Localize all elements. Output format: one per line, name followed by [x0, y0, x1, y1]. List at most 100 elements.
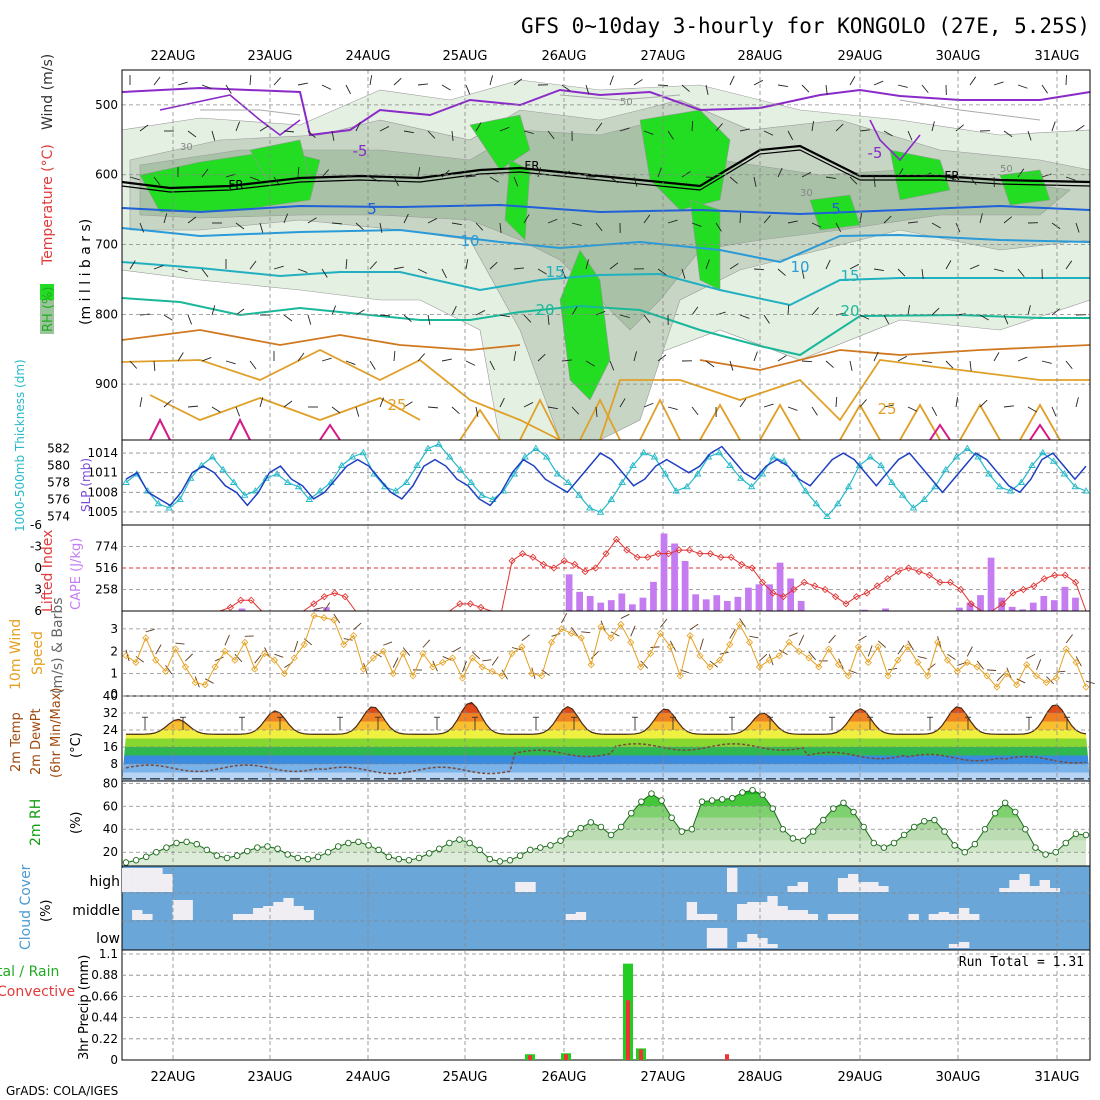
cape-bar	[776, 562, 784, 611]
contour-25	[959, 403, 1001, 441]
wind-barb	[633, 351, 638, 362]
rh-point	[456, 836, 463, 843]
cape-bar	[713, 595, 721, 611]
wind-speed-point	[736, 620, 744, 628]
wind-barb	[739, 212, 742, 224]
wind-barb	[969, 76, 977, 86]
wind-barb	[801, 171, 812, 178]
y-tick-label: 578	[47, 476, 70, 490]
wind-barb	[907, 130, 913, 141]
surface-wind-barb	[422, 639, 431, 648]
rh-point	[971, 840, 979, 848]
thickness-point	[866, 453, 875, 460]
panel-2m-temp: 8 16 24 32 40 2m Temp 2m DewPt (6hr Min/Max)…	[9, 688, 1091, 782]
rh-point	[840, 799, 847, 807]
cloud-cell	[122, 868, 133, 892]
wind-barb	[787, 406, 798, 411]
cloud-level-low: low	[96, 931, 120, 947]
wind-speed-point	[231, 656, 239, 664]
temp-band	[122, 764, 1090, 773]
lifted-index-point	[748, 564, 756, 572]
rh-point	[678, 828, 686, 835]
rh-point	[587, 819, 595, 826]
surface-wind-barb	[778, 649, 788, 656]
wind-barb	[513, 78, 523, 86]
lifted-index-point	[915, 568, 923, 576]
thickness-point	[575, 491, 583, 498]
wind-speed-point	[241, 638, 249, 646]
wind-barb	[129, 360, 138, 369]
wind-barb	[297, 166, 300, 178]
y-tick-label: 40	[103, 822, 118, 836]
wind-speed-point	[1032, 672, 1041, 680]
surface-wind-barb	[581, 631, 591, 634]
wind-barb	[1003, 130, 1013, 138]
rh-point	[617, 823, 625, 831]
cloud-cell	[132, 868, 143, 892]
wind-barb	[259, 125, 269, 132]
lifted-index-point	[654, 550, 662, 558]
wind-barb	[369, 261, 378, 270]
cloud-cell	[999, 888, 1010, 892]
wind-barb	[681, 84, 690, 92]
thickness-point	[230, 478, 238, 485]
wind-barb	[139, 124, 149, 132]
thickness-point	[586, 504, 594, 511]
wind-barb	[187, 405, 199, 408]
lifted-index-point	[696, 550, 704, 558]
rh-point	[638, 798, 645, 805]
cape-bar	[734, 596, 742, 611]
wind-barb	[753, 79, 764, 86]
surface-wind-barb	[234, 653, 243, 663]
wind-barb	[969, 264, 980, 270]
panel-10m-wind: 1 2 3 0 10m Wind Speed (m/s) & Barbs	[8, 597, 1095, 701]
rh-point	[324, 848, 332, 856]
contour-25	[519, 397, 561, 441]
temp-band	[122, 747, 1090, 756]
lifted-index-point	[769, 589, 777, 597]
thickness-point	[240, 491, 249, 498]
wind-barb	[547, 314, 550, 325]
wind-barb	[201, 84, 212, 90]
wind-barb	[921, 172, 932, 178]
lifted-index-point	[821, 585, 829, 594]
cape-bar	[681, 561, 689, 611]
date-label-top: 27AUG	[640, 49, 685, 64]
wind-speed-point	[1023, 661, 1031, 669]
wind-speed-point	[488, 667, 496, 675]
surface-wind-barb	[808, 651, 817, 661]
thickness-point	[219, 465, 227, 473]
y-tick-label: 20	[103, 845, 118, 859]
wind-barb	[427, 314, 431, 325]
lifted-index-point	[633, 553, 641, 561]
cloud-cell	[737, 904, 748, 920]
thickness-point	[650, 453, 659, 460]
wind-barb	[403, 314, 412, 323]
thickness-point	[618, 478, 626, 485]
surface-wind-barb	[521, 634, 530, 642]
wind-barb	[273, 77, 282, 86]
wind-barb	[321, 357, 332, 362]
lifted-index-point	[957, 585, 965, 594]
rh-point	[567, 830, 574, 838]
y-tick-label: 0	[34, 561, 42, 575]
wind-barb	[801, 360, 813, 363]
cloud-cell	[263, 906, 274, 920]
rh-point	[718, 796, 726, 803]
wind-barb	[609, 176, 619, 184]
y-tick-label: 900	[95, 377, 118, 391]
surface-wind-barb	[996, 673, 1005, 682]
wind-speed-point	[795, 647, 803, 655]
wind-barb	[547, 406, 558, 410]
thickness-point	[639, 448, 648, 456]
cape-bar	[745, 587, 752, 611]
wind-speed-point	[637, 663, 645, 671]
wind-barb	[345, 360, 356, 366]
surface-wind-barb	[135, 656, 145, 663]
wind-speed-point	[874, 643, 882, 651]
wind-barb	[619, 314, 630, 319]
lifted-index-point	[310, 600, 318, 608]
surface-wind-barb	[353, 622, 362, 630]
rh-point	[223, 854, 231, 862]
wind-barb	[931, 406, 938, 417]
